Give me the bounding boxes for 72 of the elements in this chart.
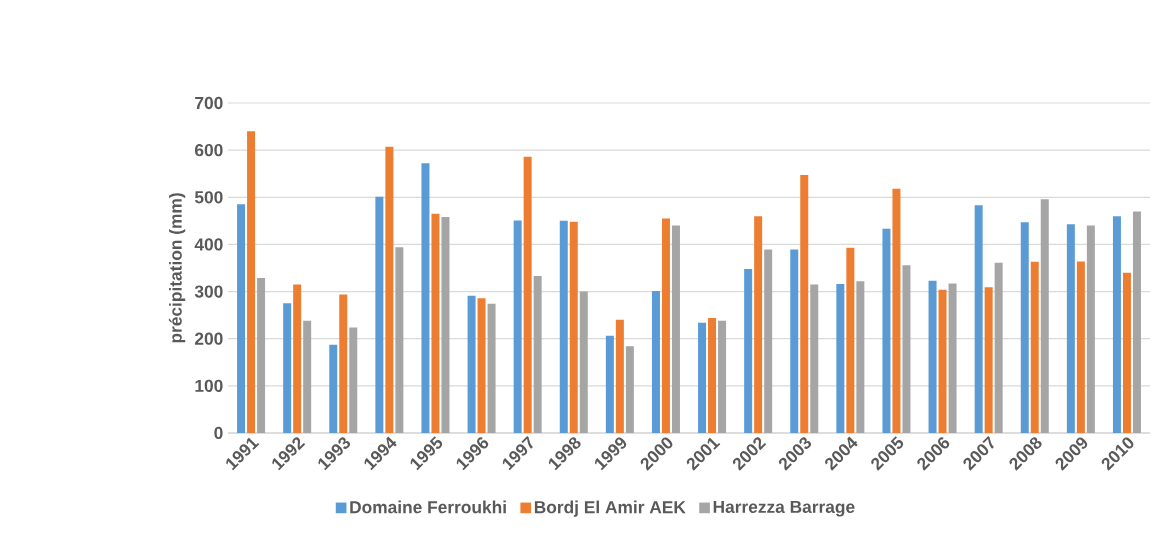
bar: [856, 281, 865, 433]
bar: [790, 249, 799, 433]
bar: [928, 280, 937, 433]
bar: [800, 175, 809, 433]
y-tick-label: 500: [194, 191, 223, 204]
bar: [569, 221, 578, 433]
bar: [303, 320, 312, 433]
bar: [744, 268, 753, 433]
bar: [579, 291, 588, 433]
y-tick-label: 700: [195, 96, 223, 110]
bar: [661, 218, 670, 433]
bar: [1112, 216, 1121, 433]
legend-label: Domaine Ferroukhi: [350, 500, 506, 514]
bar: [974, 205, 983, 433]
bar: [651, 291, 660, 433]
bar: [1040, 199, 1049, 433]
bar: [293, 284, 302, 433]
bar: [810, 284, 819, 433]
bar: [487, 303, 496, 433]
legend-label: Harrezza Barrage: [713, 500, 855, 517]
legend-label: Bordj El Amir AEK: [534, 500, 686, 517]
bar: [605, 335, 614, 433]
bar: [395, 247, 404, 433]
bar: [339, 294, 348, 433]
bar: [994, 262, 1003, 433]
bar: [247, 131, 256, 433]
bar: [1020, 222, 1029, 433]
bar: [698, 322, 707, 433]
bar: [431, 213, 440, 433]
bar: [533, 276, 542, 433]
bar: [718, 320, 727, 433]
bar: [1076, 261, 1085, 433]
bar: [257, 277, 266, 433]
bar: [1066, 224, 1075, 433]
bar: [467, 295, 476, 433]
bar: [523, 156, 532, 433]
bar: [237, 204, 246, 433]
bar: [625, 346, 634, 433]
y-tick-label: 200: [194, 332, 223, 345]
bar: [938, 289, 947, 433]
bar: [708, 317, 717, 433]
bar: [1086, 225, 1095, 433]
bar: [615, 319, 624, 433]
y-tick-label: 600: [195, 144, 223, 157]
bar: [421, 163, 430, 433]
bar: [836, 284, 845, 433]
bar: [1030, 261, 1039, 433]
bar: [1122, 272, 1131, 433]
bar: [441, 217, 450, 433]
bar: [882, 228, 891, 433]
bar: [984, 287, 993, 433]
y-tick-label: 0: [214, 426, 223, 440]
y-tick-label: 300: [194, 285, 223, 298]
bar: [892, 188, 901, 433]
bar: [754, 216, 763, 433]
bar: [349, 327, 358, 433]
bar: [513, 220, 522, 433]
y-tick-label: 100: [195, 379, 223, 392]
bar: [385, 146, 394, 433]
bar: [671, 225, 680, 433]
bar: [902, 265, 911, 433]
bar: [948, 283, 957, 433]
bar: [559, 220, 568, 433]
bar: [375, 196, 384, 433]
bar: [329, 344, 338, 433]
bar: [764, 249, 773, 433]
y-axis-title: précipitation (mm): [168, 193, 186, 343]
y-tick-label: 400: [194, 238, 223, 251]
bar: [846, 247, 855, 433]
bar: [283, 303, 292, 433]
bar: [477, 298, 486, 433]
bar: [1132, 211, 1141, 433]
